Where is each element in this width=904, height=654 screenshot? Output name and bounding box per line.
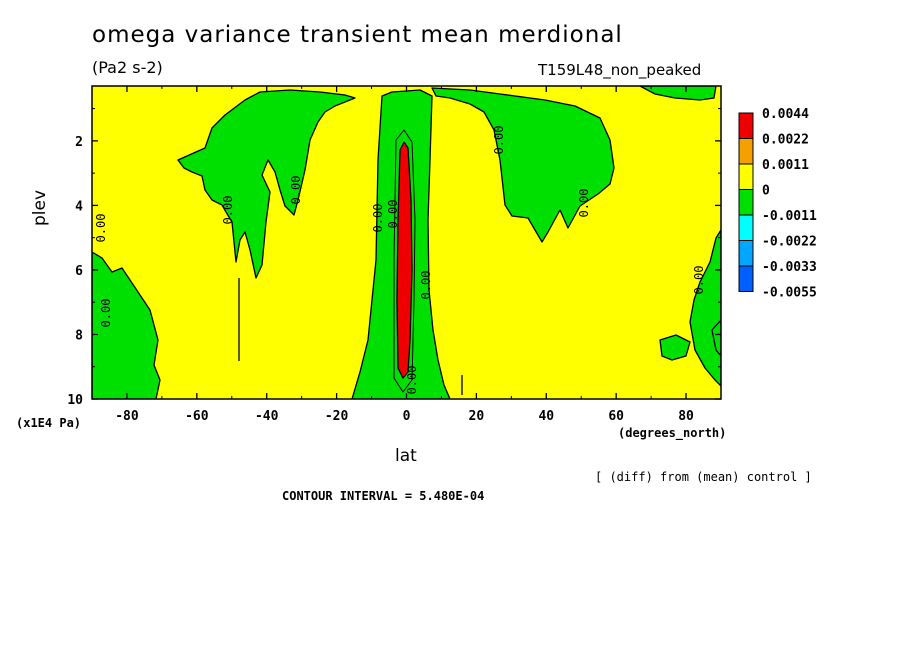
x-axis-label: lat xyxy=(395,446,417,466)
contour-label: 0.00 xyxy=(99,299,113,328)
red-equatorial-core xyxy=(396,141,413,379)
x-tick-label: 60 xyxy=(608,409,624,424)
contour-label: 0.00 xyxy=(386,200,400,229)
contour-label: 0.00 xyxy=(221,196,235,225)
x-tick-label: -60 xyxy=(185,409,209,424)
colorbar-label: -0.0055 xyxy=(762,286,817,301)
contour-label: 0.00 xyxy=(94,214,108,243)
y-tick-label: 2 xyxy=(75,135,83,150)
colorbar-swatch xyxy=(738,112,754,139)
x-axis: -80 -60 -40 -20 0 20 40 60 80 xyxy=(115,86,694,424)
contour-label: 0.00 xyxy=(289,176,303,205)
chart-title: omega variance transient mean merdional xyxy=(92,22,623,48)
contour-fill xyxy=(92,86,721,399)
colorbar-label: -0.0011 xyxy=(762,209,817,224)
x-axis-units: (degrees_north) xyxy=(618,426,727,440)
colorbar-label: -0.0033 xyxy=(762,260,817,275)
x-tick-label: -80 xyxy=(115,409,139,424)
green-region-north-pole-patch xyxy=(659,334,691,361)
orange-core-edge xyxy=(393,129,416,393)
colorbar-label: -0.0022 xyxy=(762,235,817,250)
colorbar-swatch xyxy=(738,163,754,190)
colorbar-swatch xyxy=(738,138,754,165)
contour-label: 0.00 xyxy=(371,204,385,233)
colorbar: 0.0044 0.0022 0.0011 0 -0.0011 -0.0022 -0.0033… xyxy=(738,107,817,301)
x-tick-label: -40 xyxy=(255,409,279,424)
colorbar-swatch xyxy=(738,189,754,216)
y-tick-label: 8 xyxy=(75,328,83,343)
green-region-south-pole xyxy=(92,251,161,399)
x-tick-label: 40 xyxy=(538,409,554,424)
contour-label: 0.00 xyxy=(692,266,706,295)
contour-line-east-edge xyxy=(711,319,721,357)
y-axis-units: (x1E4 Pa) xyxy=(16,416,82,430)
contour-interval: CONTOUR INTERVAL = 5.480E-04 xyxy=(282,489,485,503)
contour-label: 0.00 xyxy=(577,189,591,218)
green-region-north-pole-top xyxy=(639,86,717,101)
green-region-north-upper xyxy=(431,87,615,243)
colorbar-label: 0.0022 xyxy=(762,133,809,148)
contour-label: 0.00 xyxy=(419,271,433,300)
x-tick-label: 20 xyxy=(469,409,485,424)
run-label: T159L48_non_peaked xyxy=(538,61,702,79)
x-tick-label: -20 xyxy=(325,409,349,424)
colorbar-swatch xyxy=(738,214,754,241)
contour-label: 0.00 xyxy=(492,126,506,155)
diff-note: [ (diff) from (mean) control ] xyxy=(595,470,812,484)
x-tick-label: 0 xyxy=(403,409,411,424)
colorbar-swatch xyxy=(738,265,754,292)
y-tick-label: 6 xyxy=(75,264,83,279)
contour-label: 0.00 xyxy=(405,366,419,395)
green-region-south-upper xyxy=(177,89,356,279)
green-region-north-pole-low xyxy=(689,229,721,387)
colorbar-swatch xyxy=(738,240,754,267)
colorbar-label: 0.0011 xyxy=(762,158,809,173)
colorbar-label: 0.0044 xyxy=(762,107,809,122)
x-tick-label: 80 xyxy=(678,409,694,424)
colorbar-label: 0 xyxy=(762,184,770,199)
y-tick-label: 10 xyxy=(67,393,83,408)
y-tick-label: 4 xyxy=(75,199,83,214)
chart-units: (Pa2 s-2) xyxy=(92,58,163,77)
contour-labels: 0.000.000.000.00 0.000.000.000.000.000.00… xyxy=(94,126,706,395)
y-axis: 2 4 6 8 10 xyxy=(67,108,721,408)
